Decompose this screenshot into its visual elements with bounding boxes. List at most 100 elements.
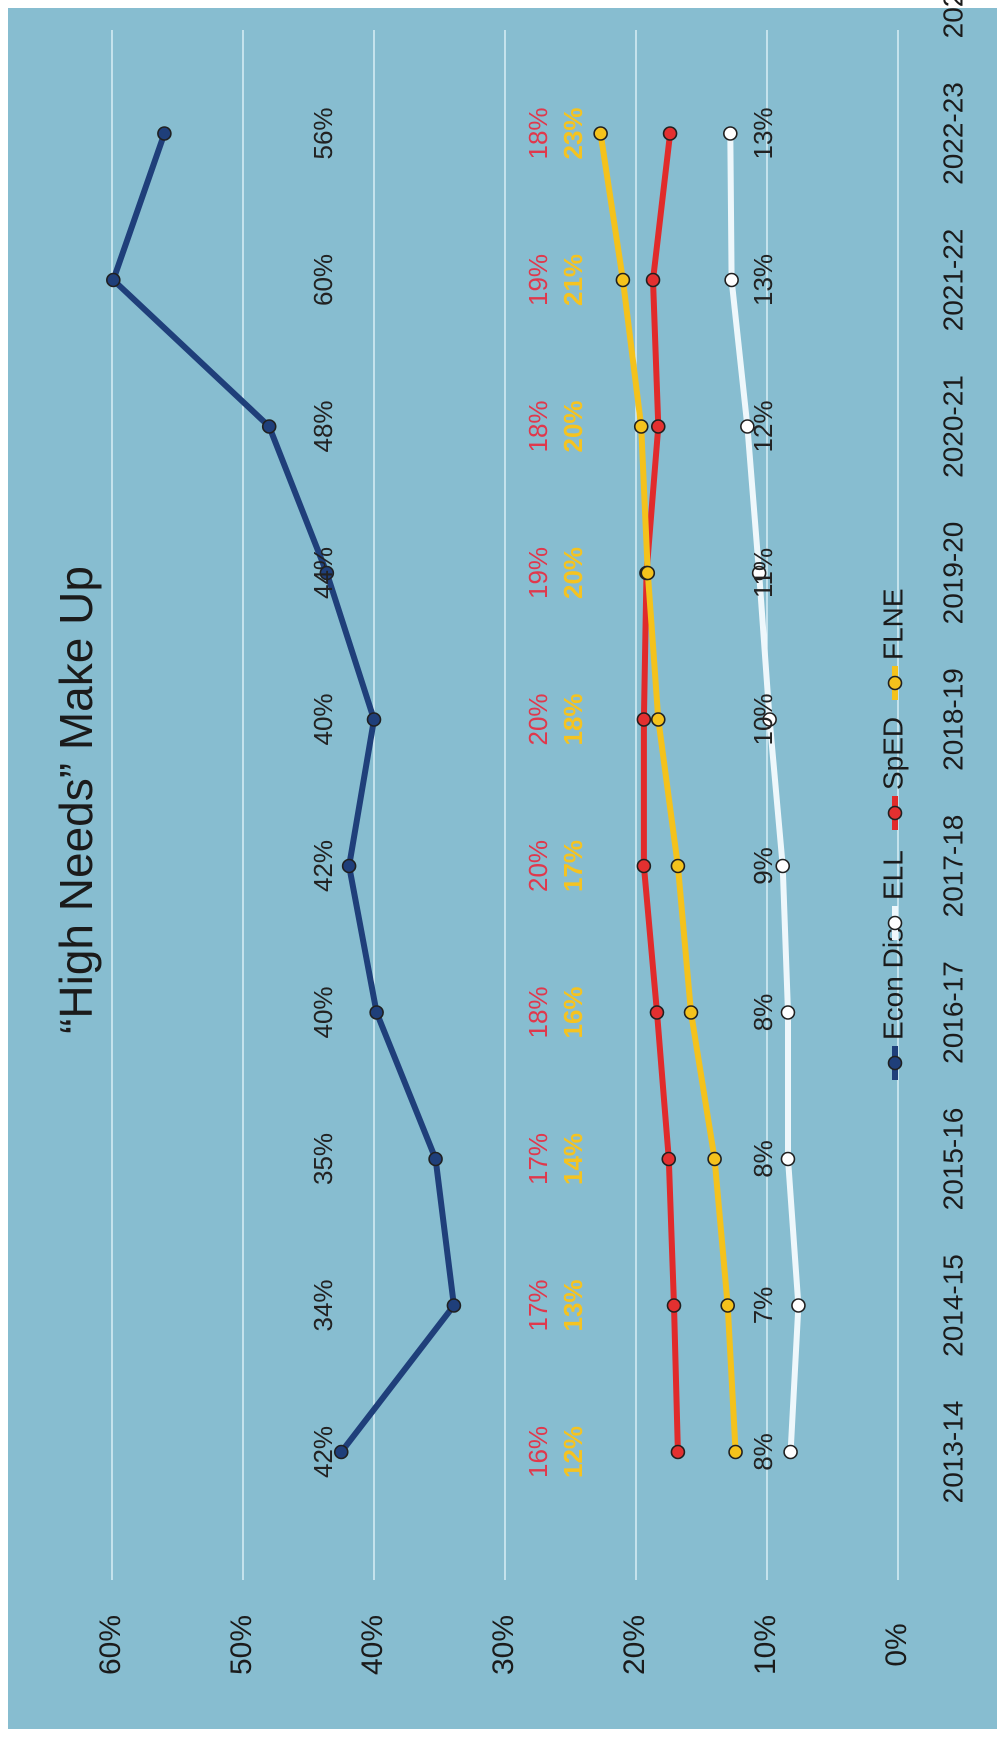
data-point [661,1151,677,1167]
legend-marker [887,915,903,931]
data-point [333,1444,349,1460]
data-point [593,126,608,141]
data-label: 10% [748,693,778,745]
data-point [319,565,335,581]
data-point [666,1298,682,1313]
data-label: 13% [748,107,778,159]
data-point [640,565,656,581]
data-label: 8% [748,1433,778,1471]
data-label: 21% [558,254,588,306]
data-label: 42% [308,840,338,892]
data-label: 7% [748,1287,778,1325]
data-label: 44% [308,547,338,599]
data-point [157,126,172,141]
data-point [649,1005,665,1020]
y-tick-label: 30% [487,1615,520,1675]
series-line [597,133,739,1453]
data-label: 17% [523,1133,553,1185]
data-point [106,272,121,288]
data-label: 20% [558,547,588,599]
x-tick-label: 2022-23 [937,82,968,185]
data-label: 20% [558,400,588,452]
data-point [366,712,382,727]
data-point [615,272,631,288]
data-point [791,1298,806,1313]
x-tick-label: 2021-22 [937,229,968,332]
data-point [636,858,652,874]
data-point [683,1005,699,1020]
data-label: 20% [523,693,553,745]
y-tick-label: 20% [618,1615,651,1675]
legend-label: SpED [877,717,908,790]
legend-marker [887,675,903,691]
data-point [775,858,791,874]
y-tick-label: 0% [880,1623,913,1666]
data-point [728,1444,743,1460]
data-label: 40% [308,986,338,1038]
series-line [110,132,457,1454]
data-point [341,858,357,874]
x-tick-label: 2019-20 [937,522,968,625]
data-label: 20% [523,840,553,892]
data-label: 16% [523,1426,553,1478]
x-tick-label: 2016-17 [937,961,968,1064]
chart-background [8,8,997,1729]
data-point [751,565,767,581]
data-label: 19% [523,547,553,599]
data-label: 13% [748,254,778,306]
data-point [720,1298,736,1313]
y-tick-label: 10% [749,1615,782,1675]
y-tick-label: 40% [356,1615,389,1675]
x-tick-label: 2020-21 [937,375,968,478]
data-point [261,419,277,434]
x-tick-label: 2017-18 [937,815,968,918]
data-label: 16% [558,986,588,1038]
x-tick-label: 2013-14 [937,1401,968,1504]
y-tick-label: 60% [94,1615,127,1675]
data-label: 18% [558,693,588,745]
data-label: 42% [308,1426,338,1478]
data-point [762,712,777,727]
data-label: 34% [308,1279,338,1331]
data-point [724,272,739,288]
data-label: 18% [523,107,553,159]
data-point [650,419,666,434]
data-point [670,858,686,874]
legend: Econ Dis ELL SpED FLNE [877,588,908,1080]
data-label: 48% [308,400,338,452]
data-point [783,1444,798,1460]
data-label: 8% [748,994,778,1032]
data-point [723,126,738,141]
data-point [645,272,661,288]
data-label: 23% [558,107,588,159]
legend-label: Econ Dis [877,928,908,1040]
data-label: 12% [558,1426,588,1478]
data-label: 9% [748,847,778,885]
data-point [633,419,649,434]
x-tick-label: 2015-16 [937,1108,968,1211]
data-point [780,1005,796,1020]
data-label: 60% [308,254,338,306]
chart-title: “High Needs” Make Up [50,566,102,1034]
data-label: 35% [308,1133,338,1185]
legend-marker [887,805,903,821]
data-label: 13% [558,1279,588,1331]
x-tick-label: 2014-15 [937,1254,968,1357]
data-point [428,1151,443,1167]
legend-marker [887,1055,903,1071]
data-label: 12% [748,400,778,452]
data-point [780,1151,796,1167]
y-tick-label: 50% [225,1615,258,1675]
data-label: 11% [748,548,778,598]
x-tick-label: 2018-19 [937,668,968,771]
data-point [369,1005,384,1020]
data-label: 40% [308,693,338,745]
data-label: 18% [523,986,553,1038]
data-point [650,712,666,727]
data-label: 17% [558,840,588,892]
data-label: 8% [748,1140,778,1178]
data-point [670,1444,686,1460]
data-label: 18% [523,400,553,452]
data-point [636,712,652,727]
